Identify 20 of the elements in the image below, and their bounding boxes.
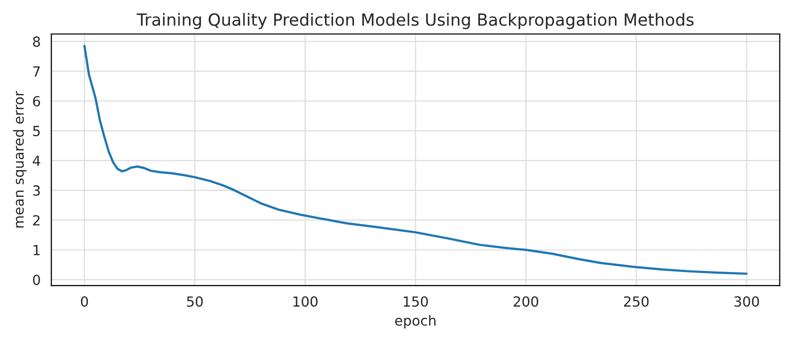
x-tick-label: 150 [404,296,428,307]
y-tick-label: 7 [33,66,40,76]
y-tick-label: 5 [33,126,40,136]
x-tick-label: 300 [734,296,759,307]
x-axis-title: epoch [395,315,436,328]
y-tick-label: 6 [33,96,40,106]
y-tick-label: 1 [34,245,40,256]
y-tick-label: 0 [33,274,40,286]
x-tick-label: 200 [514,296,538,307]
line-series [83,44,748,275]
y-axis-title: mean squared error [13,90,27,228]
x-tick-label: 50 [187,296,203,307]
chart-title: Training Quality Prediction Models Using Backpropagation Methods [136,13,694,30]
y-tick-label: 2 [33,215,40,226]
x-tick-label: 250 [624,296,649,307]
y-tick-label: 8 [33,36,40,47]
x-tick-label: 100 [293,296,318,307]
x-tick-label: 0 [80,296,88,307]
y-tick-label: 4 [32,156,40,166]
y-tick-label: 3 [33,185,40,196]
